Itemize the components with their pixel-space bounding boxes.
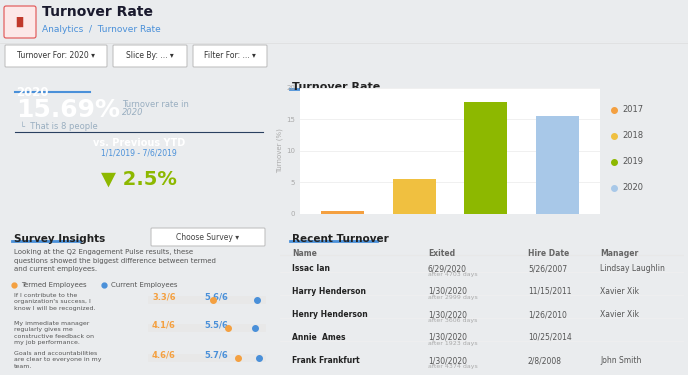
Text: 5.6/6: 5.6/6	[204, 293, 228, 302]
Text: └  That is 8 people: └ That is 8 people	[20, 122, 98, 131]
Text: ▐▌: ▐▌	[12, 17, 28, 27]
Text: after 4703 days: after 4703 days	[428, 272, 477, 277]
Text: Frank Frankfurt: Frank Frankfurt	[292, 356, 360, 365]
Text: Xavier Xik: Xavier Xik	[600, 287, 639, 296]
Text: 1/26/2010: 1/26/2010	[528, 310, 567, 319]
FancyBboxPatch shape	[151, 228, 265, 246]
Text: 1/30/2020: 1/30/2020	[428, 310, 467, 319]
FancyBboxPatch shape	[4, 6, 36, 38]
Text: 1/30/2020: 1/30/2020	[428, 287, 467, 296]
Text: vs. Previous YTD: vs. Previous YTD	[93, 138, 185, 148]
Text: after 4374 days: after 4374 days	[428, 364, 477, 369]
Text: 2019: 2019	[622, 158, 643, 166]
Text: 2/8/2008: 2/8/2008	[528, 356, 562, 365]
Text: after 3606 days: after 3606 days	[428, 318, 477, 323]
Text: 1/30/2020: 1/30/2020	[428, 356, 467, 365]
Text: Lindsay Laughlin: Lindsay Laughlin	[600, 264, 665, 273]
Text: 5.5/6: 5.5/6	[204, 321, 228, 330]
Text: 15.69%: 15.69%	[16, 98, 120, 122]
Bar	[464, 102, 507, 214]
Text: Exited: Exited	[428, 249, 455, 258]
Text: Filter For: ... ▾: Filter For: ... ▾	[204, 51, 256, 60]
FancyBboxPatch shape	[148, 324, 266, 332]
Text: If I contribute to the
organization's success, I
know I will be recognized.: If I contribute to the organization's su…	[14, 293, 96, 311]
Bar	[321, 211, 364, 214]
Text: 5.7/6: 5.7/6	[204, 351, 228, 360]
Text: Manager: Manager	[600, 249, 638, 258]
Text: 4.1/6: 4.1/6	[152, 321, 176, 330]
Text: My immediate manager
regularly gives me
constructive feedback on
my job performa: My immediate manager regularly gives me …	[14, 321, 94, 345]
Text: Name: Name	[292, 249, 317, 258]
FancyBboxPatch shape	[148, 354, 266, 362]
Text: Annie  Ames: Annie Ames	[292, 333, 345, 342]
Text: Analytics  /  Turnover Rate: Analytics / Turnover Rate	[42, 26, 161, 34]
Text: Choose Survey ▾: Choose Survey ▾	[176, 232, 239, 242]
Text: Recent Turnover: Recent Turnover	[292, 234, 389, 244]
Text: after 1923 days: after 1923 days	[428, 341, 477, 346]
Text: 6/29/2020: 6/29/2020	[428, 264, 467, 273]
Text: 4.6/6: 4.6/6	[152, 351, 176, 360]
Text: 2017: 2017	[622, 105, 643, 114]
Text: ▼ 2.5%: ▼ 2.5%	[101, 170, 177, 189]
Text: Looking at the Q2 Engagement Pulse results, these
questions showed the biggest d: Looking at the Q2 Engagement Pulse resul…	[14, 249, 216, 272]
Text: Turnover Rate: Turnover Rate	[42, 5, 153, 19]
Text: 1/1/2019 - 7/6/2019: 1/1/2019 - 7/6/2019	[101, 148, 177, 157]
Text: 5/26/2007: 5/26/2007	[528, 264, 567, 273]
Text: after 2999 days: after 2999 days	[428, 295, 477, 300]
Y-axis label: Turnover (%): Turnover (%)	[277, 129, 283, 173]
Text: Turnover rate in: Turnover rate in	[122, 100, 189, 109]
Text: John Smith: John Smith	[600, 356, 641, 365]
FancyBboxPatch shape	[5, 45, 107, 67]
Text: Hire Date: Hire Date	[528, 249, 569, 258]
Text: 10/25/2014: 10/25/2014	[528, 333, 572, 342]
Text: Turnover For: 2020 ▾: Turnover For: 2020 ▾	[17, 51, 95, 60]
Text: Henry Henderson: Henry Henderson	[292, 310, 368, 319]
Text: Harry Henderson: Harry Henderson	[292, 287, 366, 296]
Text: Slice By: ... ▾: Slice By: ... ▾	[126, 51, 174, 60]
Text: 2020: 2020	[122, 108, 144, 117]
Text: Goals and accountabilities
are clear to everyone in my
team.: Goals and accountabilities are clear to …	[14, 351, 102, 369]
Text: Survey Insights: Survey Insights	[14, 234, 105, 244]
FancyBboxPatch shape	[148, 296, 266, 304]
Text: Termed Employees: Termed Employees	[21, 282, 87, 288]
Text: Turnover Rate: Turnover Rate	[292, 82, 380, 92]
Text: 1/30/2020: 1/30/2020	[428, 333, 467, 342]
Text: 11/15/2011: 11/15/2011	[528, 287, 572, 296]
Text: Current Employees: Current Employees	[111, 282, 178, 288]
Text: Issac Ian: Issac Ian	[292, 264, 330, 273]
Bar	[536, 116, 579, 214]
Text: 2020: 2020	[16, 86, 48, 99]
Text: Xavier Xik: Xavier Xik	[600, 310, 639, 319]
Text: 3.3/6: 3.3/6	[152, 293, 175, 302]
Text: 2018: 2018	[622, 132, 643, 141]
FancyBboxPatch shape	[193, 45, 267, 67]
Bar	[393, 179, 436, 214]
Text: 2020: 2020	[622, 183, 643, 192]
FancyBboxPatch shape	[113, 45, 187, 67]
